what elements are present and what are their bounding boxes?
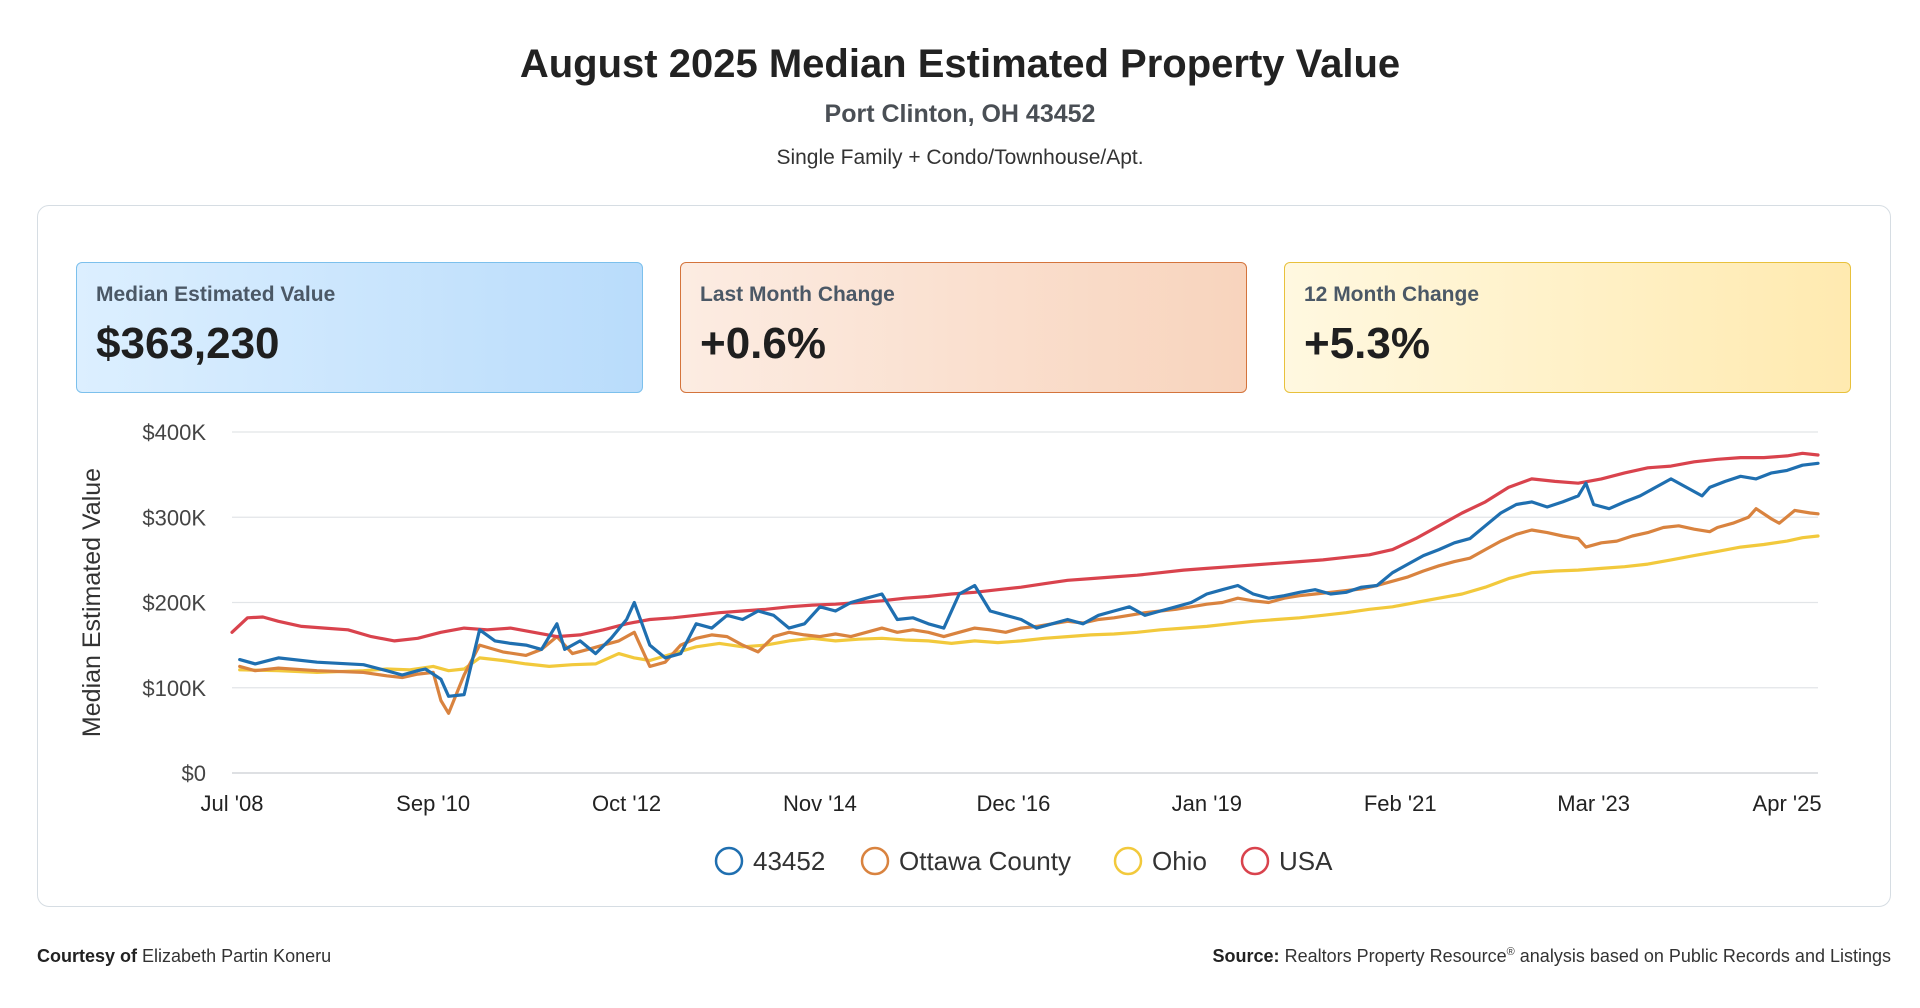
source-text: Realtors Property Resource	[1284, 946, 1507, 966]
property-segment: Single Family + Condo/Townhouse/Apt.	[776, 146, 1144, 169]
page-subtitle: Port Clinton, OH 43452	[824, 100, 1096, 128]
legend-label-ohio: Ohio	[1152, 846, 1207, 876]
y-tick-label: $0	[182, 761, 206, 786]
x-tick-label: Nov '14	[783, 791, 857, 816]
y-tick-label: $400K	[142, 420, 206, 445]
kpi-12-month-change: 12 Month Change +5.3%	[1284, 262, 1851, 393]
series-line-ottawa-county	[238, 507, 1820, 715]
registered-mark: ®	[1506, 946, 1515, 958]
legend-marker-ottawa-county	[860, 846, 890, 876]
legend-marker-43452	[714, 846, 744, 876]
y-tick-label: $200K	[142, 591, 206, 616]
legend-marker-usa	[1240, 846, 1270, 876]
source-label: Source:	[1212, 946, 1280, 966]
kpi-median-value: Median Estimated Value $363,230	[76, 262, 643, 393]
kpi-value: +0.6%	[700, 319, 826, 368]
x-tick-label: Mar '23	[1557, 791, 1630, 816]
chart-card: Median Estimated Value $363,230 Last Mon…	[37, 205, 1891, 907]
series-line-ohio	[238, 534, 1820, 674]
legend-marker-ohio	[1113, 846, 1143, 876]
y-tick-label: $100K	[142, 676, 206, 701]
source-note: Source: Realtors Property Resource® anal…	[1213, 946, 1891, 967]
x-tick-label: Dec '16	[976, 791, 1050, 816]
kpi-label: Last Month Change	[700, 283, 895, 306]
kpi-last-month-change: Last Month Change +0.6%	[680, 262, 1247, 393]
kpi-label: Median Estimated Value	[96, 283, 336, 306]
series-line-43452	[238, 461, 1820, 698]
courtesy-name: Elizabeth Partin Koneru	[142, 946, 332, 966]
line-chart: $0 $100K $200K $300K $400K Median Estimated V…	[78, 420, 1822, 876]
courtesy-note: Courtesy of Elizabeth Partin Koneru	[37, 946, 331, 967]
kpi-value: $363,230	[96, 319, 280, 368]
x-tick-label: Feb '21	[1364, 791, 1437, 816]
legend-label-43452: 43452	[753, 846, 825, 876]
courtesy-label: Courtesy of	[37, 946, 138, 966]
kpi-value: +5.3%	[1304, 319, 1430, 368]
x-tick-label: Oct '12	[592, 791, 661, 816]
legend-label-ottawa-county: Ottawa County	[899, 846, 1071, 876]
legend-label-usa: USA	[1279, 846, 1333, 876]
x-tick-label: Jan '19	[1172, 791, 1242, 816]
x-tick-label: Apr '25	[1753, 791, 1822, 816]
y-axis-label: Median Estimated Value	[78, 468, 106, 737]
series-line-usa	[230, 451, 1820, 643]
kpi-label: 12 Month Change	[1304, 283, 1480, 306]
x-tick-label: Sep '10	[396, 791, 470, 816]
source-text-tail: analysis based on Public Records and Lis…	[1514, 946, 1891, 966]
y-tick-label: $300K	[142, 505, 206, 530]
page-title: August 2025 Median Estimated Property Va…	[519, 42, 1401, 86]
x-tick-label: Jul '08	[201, 791, 264, 816]
